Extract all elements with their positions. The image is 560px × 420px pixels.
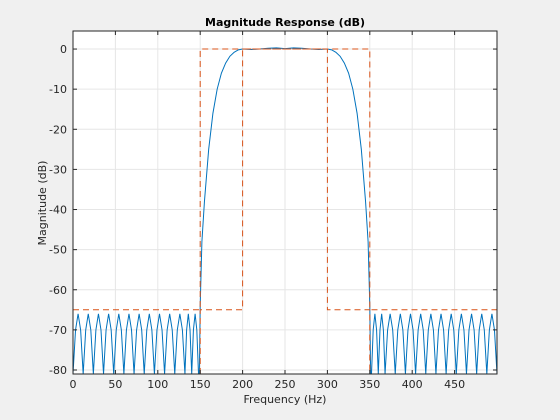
y-axis: 0 -10 -20 -30 -40 -50 -60 -70 -80 [49, 43, 497, 377]
y-tick-label: -30 [49, 163, 67, 176]
y-tick-label: -70 [49, 324, 67, 337]
x-axis: 0 50 100 150 200 250 300 350 400 450 [70, 31, 465, 391]
series-line-3 [199, 48, 371, 374]
y-tick-label: -20 [49, 123, 67, 136]
chart-title: Magnitude Response (dB) [205, 16, 365, 29]
y-tick-label: -50 [49, 244, 67, 257]
x-tick-label: 250 [275, 378, 296, 391]
x-tick-label: 200 [232, 378, 253, 391]
x-tick-label: 400 [402, 378, 423, 391]
y-tick-label: -80 [49, 364, 67, 377]
y-tick-label: -40 [49, 204, 67, 217]
x-tick-label: 300 [317, 378, 338, 391]
x-tick-label: 150 [190, 378, 211, 391]
series-line-2 [73, 48, 497, 311]
y-tick-label: -60 [49, 284, 67, 297]
x-tick-label: 350 [359, 378, 380, 391]
x-tick-label: 50 [108, 378, 122, 391]
series-group [72, 47, 498, 375]
y-axis-label: Magnitude (dB) [36, 161, 49, 246]
x-tick-label: 100 [147, 378, 168, 391]
y-tick-label: 0 [60, 43, 67, 56]
y-tick-label: -10 [49, 83, 67, 96]
x-tick-label: 450 [444, 378, 465, 391]
x-tick-label: 0 [70, 378, 77, 391]
x-axis-label: Frequency (Hz) [244, 393, 327, 406]
